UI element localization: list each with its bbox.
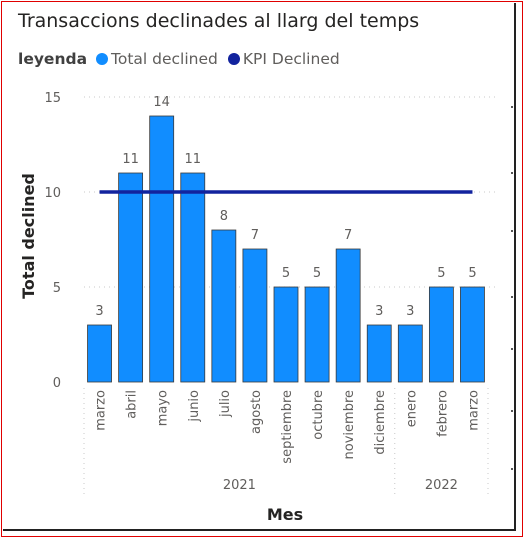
data-label: 3 — [406, 304, 414, 319]
data-label: 5 — [468, 266, 476, 281]
y-tick-label: 15 — [44, 91, 61, 106]
x-tick-label: agosto — [249, 390, 264, 434]
legend: leyenda Total declined KPI Declined — [18, 50, 350, 68]
bar — [273, 286, 299, 383]
bar — [87, 324, 112, 383]
x-tick-label: mayo — [156, 390, 171, 426]
bar — [397, 324, 423, 383]
bar — [428, 286, 454, 383]
bar — [118, 172, 144, 383]
data-label: 3 — [375, 304, 383, 319]
x-tick-label: julio — [218, 390, 233, 418]
scroll-dot — [511, 468, 513, 470]
bar — [242, 248, 268, 383]
bar — [335, 248, 361, 383]
scroll-dot — [511, 348, 513, 350]
data-label: 8 — [220, 209, 228, 224]
x-tick-label: marzo — [94, 390, 109, 431]
legend-title: leyenda — [18, 50, 88, 68]
x-tick-label: febrero — [435, 390, 450, 437]
y-tick-label: 0 — [53, 376, 61, 391]
bar — [180, 172, 206, 383]
y-tick-label: 10 — [44, 186, 61, 201]
x-tick-label: junio — [187, 390, 202, 423]
scroll-dot — [511, 296, 513, 298]
visual-container — [3, 3, 516, 531]
x-tick-label: noviembre — [342, 390, 357, 459]
legend-marker-kpi-declined — [227, 53, 240, 65]
data-label: 14 — [153, 95, 170, 110]
bar — [304, 286, 330, 383]
legend-label-kpi-declined: KPI Declined — [242, 50, 340, 68]
data-label: 5 — [313, 266, 321, 281]
data-label: 5 — [282, 266, 290, 281]
data-label: 11 — [184, 152, 201, 167]
scroll-dot — [511, 410, 513, 412]
x-tick-label: abril — [125, 390, 140, 419]
x-tick-label: diciembre — [373, 390, 388, 455]
x-tick-label: marzo — [466, 390, 481, 431]
data-label: 11 — [122, 152, 139, 167]
data-label: 3 — [95, 304, 103, 319]
y-tick-label: 5 — [53, 281, 61, 296]
x-axis-title: Mes — [267, 505, 303, 524]
legend-marker-total-declined — [96, 53, 109, 65]
legend-label-total-declined: Total declined — [111, 50, 218, 68]
y-axis-title: Total declined — [19, 173, 38, 299]
bar — [460, 286, 485, 383]
scroll-dot — [511, 172, 513, 174]
year-label: 2022 — [425, 478, 458, 493]
chart-title: Transaccions declinades al llarg del tem… — [18, 10, 420, 32]
legend-item-total-declined[interactable]: Total declined — [96, 50, 218, 68]
data-label: 7 — [251, 228, 259, 243]
scroll-dot — [511, 230, 513, 232]
bar — [149, 115, 175, 383]
legend-item-kpi-declined[interactable]: KPI Declined — [227, 50, 340, 68]
year-label: 2021 — [223, 478, 256, 493]
bar — [366, 324, 392, 383]
x-tick-label: enero — [404, 390, 419, 427]
bar — [211, 229, 237, 383]
x-tick-label: septiembre — [280, 390, 295, 464]
scroll-dot — [511, 106, 513, 108]
data-label: 7 — [344, 228, 352, 243]
data-label: 5 — [437, 266, 445, 281]
x-tick-label: octubre — [311, 390, 326, 440]
